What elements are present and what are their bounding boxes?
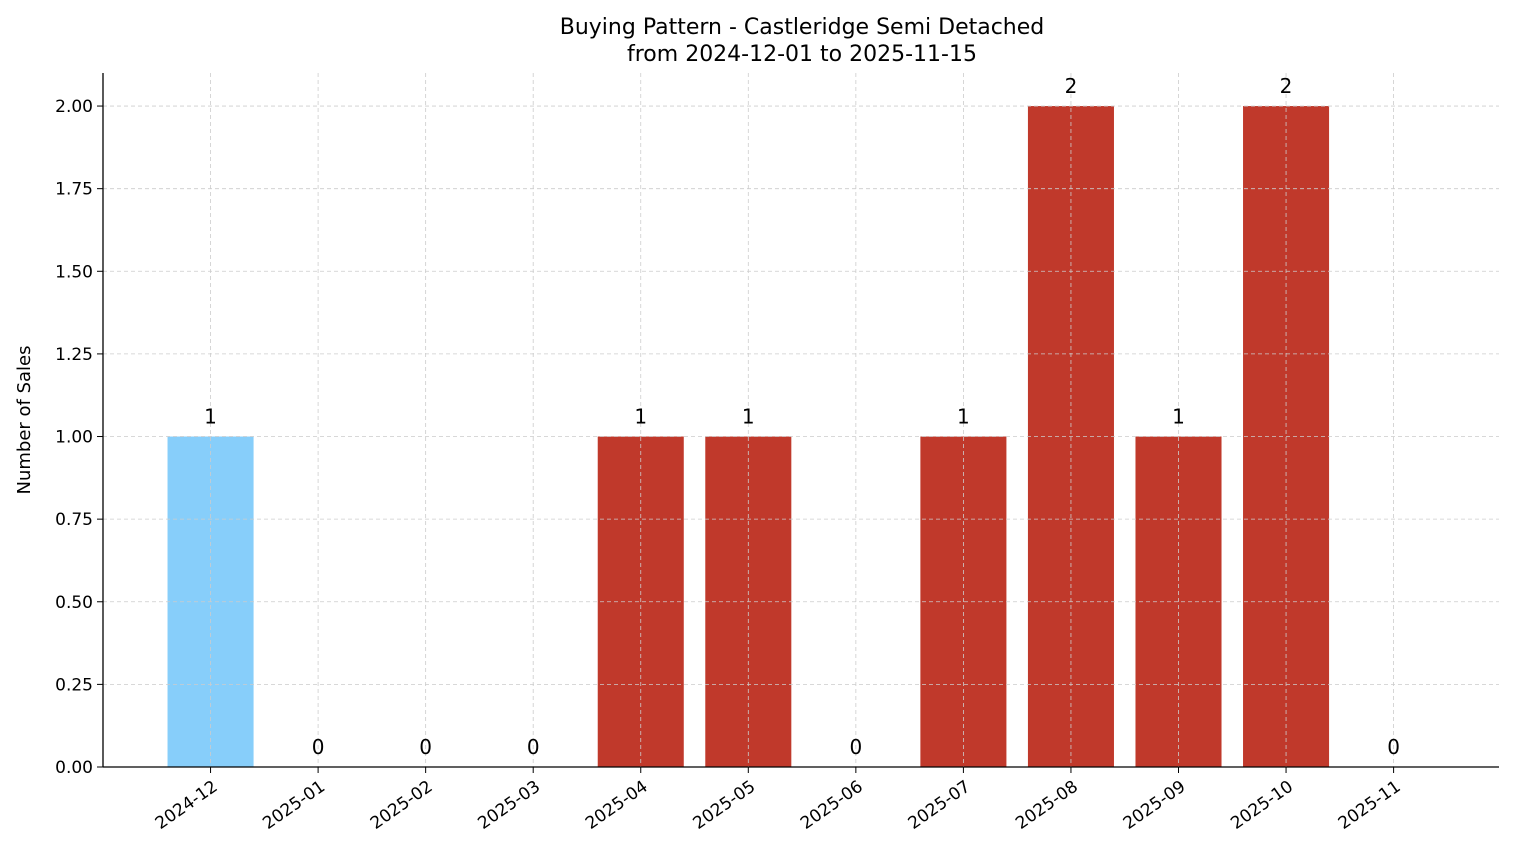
data-label-2025-02: 0	[419, 735, 432, 759]
y-tick-label: 0.75	[55, 510, 93, 530]
data-label-2025-08: 2	[1065, 74, 1078, 98]
x-tick-label: 2025-06	[797, 777, 867, 834]
data-label-2025-01: 0	[312, 735, 325, 759]
data-label-2025-07: 1	[957, 405, 970, 429]
x-tick-label: 2025-02	[367, 777, 437, 834]
y-tick-label: 1.00	[55, 428, 93, 448]
y-tick-label: 1.50	[55, 262, 93, 282]
x-tick-label: 2025-08	[1012, 777, 1082, 834]
y-tick-label: 0.00	[55, 758, 93, 778]
x-tick-label: 2025-07	[905, 777, 975, 834]
y-tick-label: 0.50	[55, 593, 93, 613]
data-label-2025-11: 0	[1387, 735, 1400, 759]
x-tick-label: 2025-05	[690, 777, 760, 834]
y-axis-label: Number of Sales	[14, 345, 35, 494]
y-tick-label: 1.25	[55, 345, 93, 365]
data-label-2025-06: 0	[849, 735, 862, 759]
x-tick-label: 2025-09	[1120, 777, 1190, 834]
x-tick-label: 2025-10	[1227, 777, 1297, 834]
x-tick-label: 2025-01	[259, 777, 329, 834]
x-tick-label: 2025-03	[474, 777, 544, 834]
x-tick-label: 2024-12	[152, 777, 222, 834]
y-tick-label: 1.75	[55, 180, 93, 200]
chart-title: Buying Pattern - Castleridge Semi Detach…	[560, 15, 1045, 40]
data-label-2025-04: 1	[634, 405, 647, 429]
y-tick-label: 0.25	[55, 675, 93, 695]
data-label-2025-09: 1	[1172, 405, 1185, 429]
data-label-2025-03: 0	[527, 735, 540, 759]
data-label-2025-05: 1	[742, 405, 755, 429]
data-label-2025-10: 2	[1280, 74, 1293, 98]
chart-subtitle: from 2024-12-01 to 2025-11-15	[627, 42, 977, 67]
data-label-2024-12: 1	[204, 405, 217, 429]
y-tick-label: 2.00	[55, 97, 93, 117]
x-tick-label: 2025-11	[1335, 777, 1405, 834]
x-tick-label: 2025-04	[582, 777, 652, 834]
